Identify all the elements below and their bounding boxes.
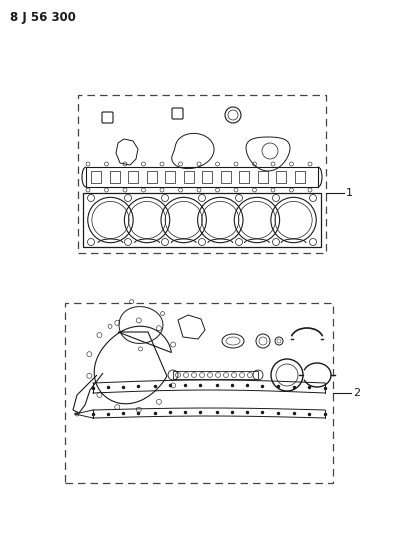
Bar xyxy=(184,171,194,183)
Bar xyxy=(276,171,286,183)
Bar xyxy=(65,303,333,483)
Bar xyxy=(146,171,156,183)
Bar xyxy=(165,171,175,183)
Text: 1: 1 xyxy=(346,188,353,198)
Bar xyxy=(294,171,304,183)
Bar xyxy=(202,171,212,183)
Text: 2: 2 xyxy=(353,388,360,398)
Bar xyxy=(91,171,101,183)
Bar xyxy=(239,171,249,183)
Text: 8 J 56 300: 8 J 56 300 xyxy=(10,11,76,24)
Bar xyxy=(83,193,321,247)
Bar xyxy=(78,95,326,253)
Bar xyxy=(86,167,318,187)
Bar xyxy=(128,171,138,183)
Bar xyxy=(173,371,258,379)
Bar xyxy=(109,171,119,183)
Bar xyxy=(221,171,231,183)
Bar xyxy=(257,171,267,183)
